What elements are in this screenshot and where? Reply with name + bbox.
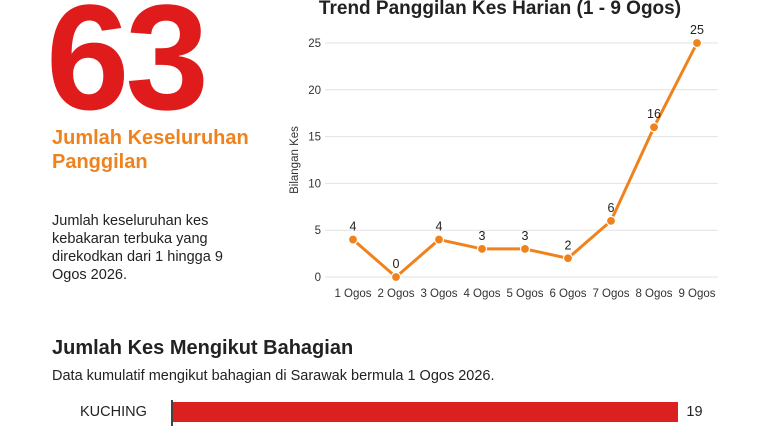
region-section-title: Jumlah Kes Mengikut Bahagian	[52, 337, 354, 359]
y-tick-label: 10	[308, 178, 321, 190]
x-tick-label: 4 Ogos	[463, 288, 500, 300]
region-bar	[173, 402, 679, 422]
data-label: 3	[479, 229, 486, 243]
data-point	[433, 234, 445, 245]
y-tick-label: 5	[315, 225, 321, 237]
data-label: 4	[350, 220, 357, 234]
x-tick-label: 8 Ogos	[635, 288, 672, 300]
y-tick-label: 0	[315, 272, 321, 284]
total-calls-description: Jumlah keseluruhan kes kebakaran terbuka…	[52, 213, 223, 283]
data-label: 4	[436, 220, 443, 234]
total-calls-label: Jumlah Keseluruhan Panggilan	[52, 127, 249, 173]
data-point	[519, 243, 531, 255]
y-tick-label: 20	[308, 85, 321, 97]
data-point	[691, 37, 703, 49]
region-section-subtitle: Data kumulatif mengikut bahagian di Sara…	[52, 368, 495, 384]
x-tick-label: 1 Ogos	[334, 288, 371, 300]
y-tick-label: 15	[308, 132, 321, 144]
data-point	[605, 215, 617, 226]
x-tick-label: 3 Ogos	[420, 288, 457, 300]
x-tick-label: 7 Ogos	[592, 288, 629, 300]
x-tick-label: 6 Ogos	[549, 288, 586, 300]
x-tick-label: 2 Ogos	[377, 288, 414, 300]
data-point	[562, 253, 574, 264]
region-bar-row: KUCHING 19	[52, 400, 752, 426]
y-axis-label: Bilangan Kes	[289, 126, 301, 194]
region-value-label: 19	[686, 404, 703, 420]
data-label: 16	[647, 107, 661, 121]
total-calls-number: 63	[46, 0, 209, 141]
data-label: 2	[565, 238, 572, 252]
x-tick-label: 9 Ogos	[678, 288, 715, 300]
data-point	[476, 243, 488, 255]
chart-title: Trend Panggilan Kes Harian (1 - 9 Ogos)	[319, 0, 681, 19]
data-point	[390, 271, 402, 283]
region-axis-line	[171, 400, 173, 426]
data-label: 0	[393, 257, 400, 271]
y-tick-label: 25	[308, 38, 321, 50]
data-point	[648, 122, 660, 133]
daily-trend-chart: Trend Panggilan Kes Harian (1 - 9 Ogos) 0…	[289, 0, 718, 300]
data-label: 25	[690, 23, 704, 37]
data-label: 3	[522, 229, 529, 243]
data-point	[347, 234, 359, 245]
data-label: 6	[608, 201, 615, 215]
region-label: KUCHING	[80, 404, 147, 420]
x-tick-label: 5 Ogos	[506, 288, 543, 300]
